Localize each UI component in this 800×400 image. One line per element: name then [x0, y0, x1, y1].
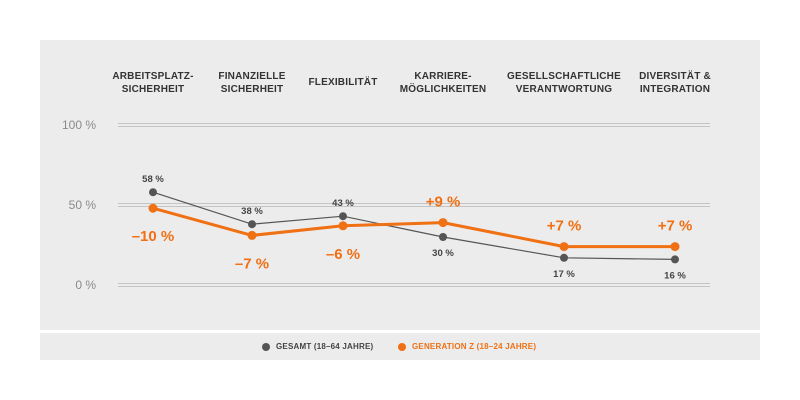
y-tick-label: 50 %	[69, 198, 97, 212]
point-genz	[438, 218, 448, 228]
legend-item-genz: GENERATION Z (18–24 JAHRE)	[398, 333, 536, 360]
category-label: MÖGLICHKEITEN	[400, 82, 487, 95]
category-label: DIVERSITÄT &	[639, 69, 711, 82]
chart-panel: 100 % 50 % 0 % ARBEITSPLATZ- SICHERHEIT FINAN…	[40, 40, 760, 330]
data-label-genz: –6 %	[326, 246, 360, 263]
legend-item-gesamt: GESAMT (18–64 JAHRE)	[262, 333, 373, 360]
data-label-gesamt: 38 %	[241, 206, 263, 217]
legend: GESAMT (18–64 JAHRE) GENERATION Z (18–24…	[40, 333, 760, 360]
y-tick-label: 0 %	[75, 278, 96, 292]
point-gesamt	[248, 220, 256, 229]
legend-dot-orange-icon	[398, 342, 406, 351]
data-label-genz: –10 %	[132, 228, 175, 245]
point-gesamt	[339, 212, 347, 221]
point-genz	[338, 221, 348, 231]
data-label-genz: +7 %	[547, 218, 582, 235]
category-label: FLEXIBILITÄT	[308, 75, 377, 88]
data-label-gesamt: 43 %	[332, 198, 354, 209]
data-label-gesamt: 30 %	[432, 248, 454, 259]
category-label: GESELLSCHAFTLICHE	[507, 71, 621, 82]
category-label: SICHERHEIT	[122, 84, 185, 95]
series-line-gesamt	[152, 191, 676, 260]
point-genz	[559, 242, 569, 252]
legend-label-genz: GENERATION Z (18–24 JAHRE)	[412, 342, 537, 351]
data-label-genz: –7 %	[235, 255, 269, 272]
category-label: INTEGRATION	[640, 84, 710, 95]
point-genz	[670, 242, 680, 252]
category-label: FINANZIELLE	[218, 71, 285, 82]
point-genz	[247, 230, 257, 240]
data-label-gesamt: 16 %	[664, 270, 686, 281]
data-label-gesamt: 58 %	[142, 174, 164, 185]
point-gesamt	[560, 253, 568, 262]
legend-label-gesamt: GESAMT (18–64 JAHRE)	[276, 342, 374, 351]
point-gesamt	[439, 233, 447, 241]
y-tick-label: 100 %	[62, 118, 96, 132]
legend-dot-gray-icon	[262, 342, 270, 351]
category-label: SICHERHEIT	[221, 84, 284, 95]
data-label-gesamt: 17 %	[553, 269, 575, 280]
category-label: ARBEITSPLATZ-	[112, 71, 193, 82]
series-line-genz	[152, 206, 675, 249]
point-genz	[148, 203, 158, 213]
category-label: KARRIERE-	[414, 71, 471, 82]
data-label-genz: +9 %	[426, 194, 461, 211]
category-label: VERANTWORTUNG	[516, 84, 613, 95]
line-chart: 100 % 50 % 0 % ARBEITSPLATZ- SICHERHEIT FINAN…	[62, 69, 711, 292]
point-gesamt	[149, 188, 157, 197]
point-gesamt	[671, 255, 679, 264]
data-label-genz: +7 %	[658, 218, 693, 235]
